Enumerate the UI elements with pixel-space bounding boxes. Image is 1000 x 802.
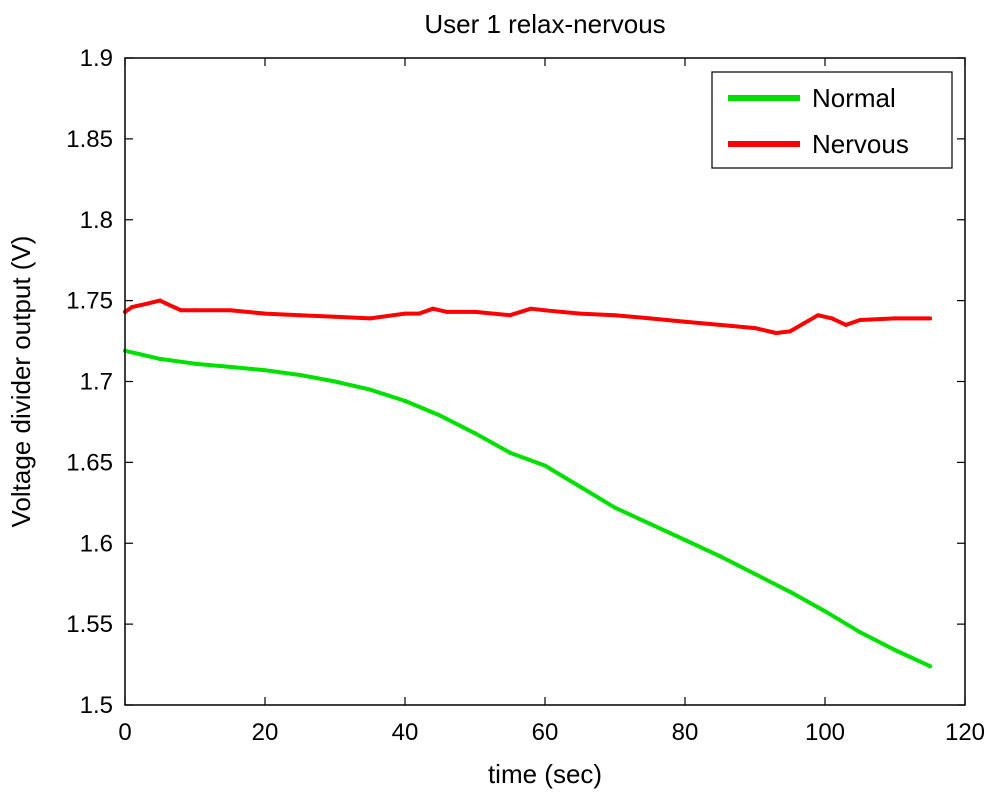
data-point-nervous — [179, 308, 183, 313]
data-point-nervous — [753, 326, 757, 331]
data-point-nervous — [298, 313, 302, 318]
y-tick-label: 1.7 — [80, 369, 113, 396]
data-point-nervous — [802, 321, 806, 326]
data-point-nervous — [431, 306, 435, 311]
data-point-normal — [858, 630, 862, 635]
data-point-nervous — [228, 308, 232, 313]
legend: Normal Nervous — [711, 71, 953, 169]
data-point-normal — [508, 450, 512, 455]
x-tick-label: 20 — [252, 719, 279, 746]
y-tick-label: 1.8 — [80, 207, 113, 234]
data-point-nervous — [718, 322, 722, 327]
data-point-normal — [137, 352, 141, 356]
series-layer — [123, 298, 932, 669]
legend-label-nervous: Nervous — [812, 129, 909, 159]
data-point-nervous — [445, 309, 449, 314]
data-point-nervous — [473, 309, 477, 314]
y-tick-label: 1.65 — [66, 449, 113, 476]
data-point-nervous — [403, 311, 407, 316]
tick-labels: 0 20 40 60 80 100 120 1.5 1.55 1.6 1.65 1.7 1.75 1.8 1… — [66, 45, 985, 746]
data-point-nervous — [928, 316, 932, 321]
x-tick-label: 40 — [392, 719, 419, 746]
data-point-nervous — [158, 298, 162, 303]
data-point-nervous — [368, 316, 372, 321]
data-point-nervous — [417, 311, 421, 316]
data-point-normal — [578, 484, 582, 489]
data-point-normal — [648, 521, 652, 526]
y-tick-label: 1.75 — [66, 288, 113, 315]
x-tick-label: 120 — [945, 719, 985, 746]
data-point-nervous — [144, 301, 148, 306]
data-point-normal — [683, 538, 687, 542]
data-point-nervous — [578, 311, 582, 316]
series-points-nervous — [123, 298, 932, 335]
data-point-nervous — [543, 308, 547, 313]
data-point-nervous — [858, 318, 862, 322]
y-tick-label: 1.5 — [80, 692, 113, 719]
series-points-normal — [123, 348, 932, 669]
data-point-normal — [263, 368, 267, 373]
data-point-normal — [788, 589, 792, 594]
legend-label-normal: Normal — [812, 83, 896, 113]
x-tick-label: 0 — [118, 719, 131, 746]
y-tick-label: 1.55 — [66, 611, 113, 638]
data-point-nervous — [774, 331, 778, 335]
data-point-nervous — [529, 306, 533, 311]
data-point-normal — [193, 361, 197, 366]
data-point-nervous — [613, 313, 617, 318]
y-tick-label: 1.85 — [66, 126, 113, 153]
data-point-normal — [543, 463, 547, 468]
x-axis-label: time (sec) — [488, 759, 602, 789]
y-tick-label: 1.9 — [80, 45, 113, 72]
data-point-normal — [228, 364, 232, 369]
data-point-normal — [368, 387, 372, 392]
data-point-normal — [823, 609, 827, 614]
chart-title: User 1 relax-nervous — [424, 9, 665, 39]
legend-box — [711, 71, 953, 169]
data-point-normal — [613, 505, 617, 510]
data-point-normal — [438, 413, 442, 418]
y-tick-label: 1.6 — [80, 530, 113, 557]
data-point-nervous — [683, 319, 687, 324]
plot-frame — [124, 57, 966, 706]
data-point-normal — [333, 379, 337, 384]
x-tick-label: 80 — [672, 719, 699, 746]
data-point-nervous — [508, 313, 512, 318]
data-point-normal — [718, 554, 722, 559]
data-point-nervous — [333, 314, 337, 319]
data-point-nervous — [788, 329, 792, 334]
data-point-nervous — [816, 313, 820, 318]
x-tick-label: 60 — [532, 719, 559, 746]
data-point-nervous — [263, 311, 267, 316]
data-point-nervous — [165, 301, 169, 306]
y-axis-label: Voltage divider output (V) — [6, 236, 36, 528]
data-point-normal — [753, 572, 757, 576]
data-point-nervous — [130, 305, 134, 310]
data-point-nervous — [893, 316, 897, 321]
data-point-nervous — [844, 322, 848, 327]
data-point-normal — [403, 398, 407, 403]
data-point-normal — [158, 356, 162, 361]
data-point-nervous — [830, 316, 834, 321]
data-point-normal — [473, 431, 477, 436]
data-point-normal — [928, 664, 932, 669]
data-point-normal — [298, 373, 302, 377]
x-tick-label: 100 — [805, 719, 845, 746]
data-point-nervous — [193, 308, 197, 313]
data-point-normal — [893, 648, 897, 652]
data-point-nervous — [648, 316, 652, 321]
